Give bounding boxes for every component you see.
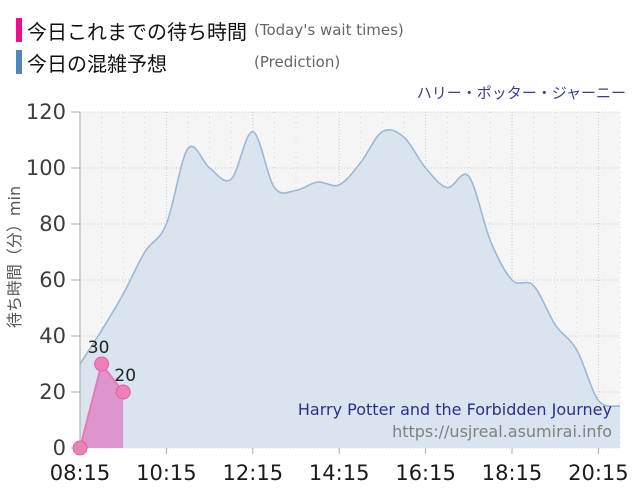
x-axis-tick-label: 10:15 [136,461,197,485]
legend-color-bar-today [16,18,22,42]
y-axis-tick-label: 20 [39,380,66,404]
y-axis-tick-label: 0 [53,436,66,460]
data-point-label: 20 [114,366,136,386]
x-axis-tick-label: 14:15 [309,461,370,485]
x-axis-tick-label: 18:15 [482,461,543,485]
data-point [94,356,110,372]
y-axis-tick-label: 120 [26,100,66,124]
series-layer [72,129,621,456]
x-axis-tick-label: 16:15 [395,461,456,485]
legend-label-prediction-jp: 今日の混雑予想 [27,51,167,76]
legend-item-today: 今日これまでの待ち時間 (Today's wait times) [16,16,404,44]
x-axis-tick-label: 20:15 [568,461,629,485]
y-axis-title: 待ち時間（分）min [5,186,24,328]
x-axis-tick-label: 12:15 [223,461,284,485]
data-point-label: 30 [88,338,110,358]
legend-label-prediction-en: (Prediction) [254,53,341,71]
y-axis-tick-label: 60 [39,268,66,292]
legend-label-today-jp: 今日これまでの待ち時間 [27,19,247,44]
watermark-site-url: https://usjreal.asumirai.info [392,421,612,441]
watermark: Harry Potter and the Forbidden Journey h… [298,399,612,442]
legend-color-bar-prediction [16,50,22,74]
attraction-title: ハリー・ポッター・ジャーニー [416,84,626,102]
y-axis-tick-label: 100 [26,156,66,180]
legend-item-prediction: 今日の混雑予想 (Prediction) [16,48,404,76]
legend: 今日これまでの待ち時間 (Today's wait times) 今日の混雑予想… [16,16,404,80]
x-axis-tick-label: 08:15 [50,461,111,485]
prediction-area-fill [80,129,620,448]
legend-label-today-en: (Today's wait times) [254,21,404,39]
data-point [115,384,131,400]
actual-area-fill [80,364,124,448]
watermark-attraction-name: Harry Potter and the Forbidden Journey [297,400,612,419]
prediction-line [79,129,621,408]
axis-layer [71,111,599,454]
y-axis-tick-label: 80 [39,212,66,236]
y-axis-tick-label: 40 [39,324,66,348]
